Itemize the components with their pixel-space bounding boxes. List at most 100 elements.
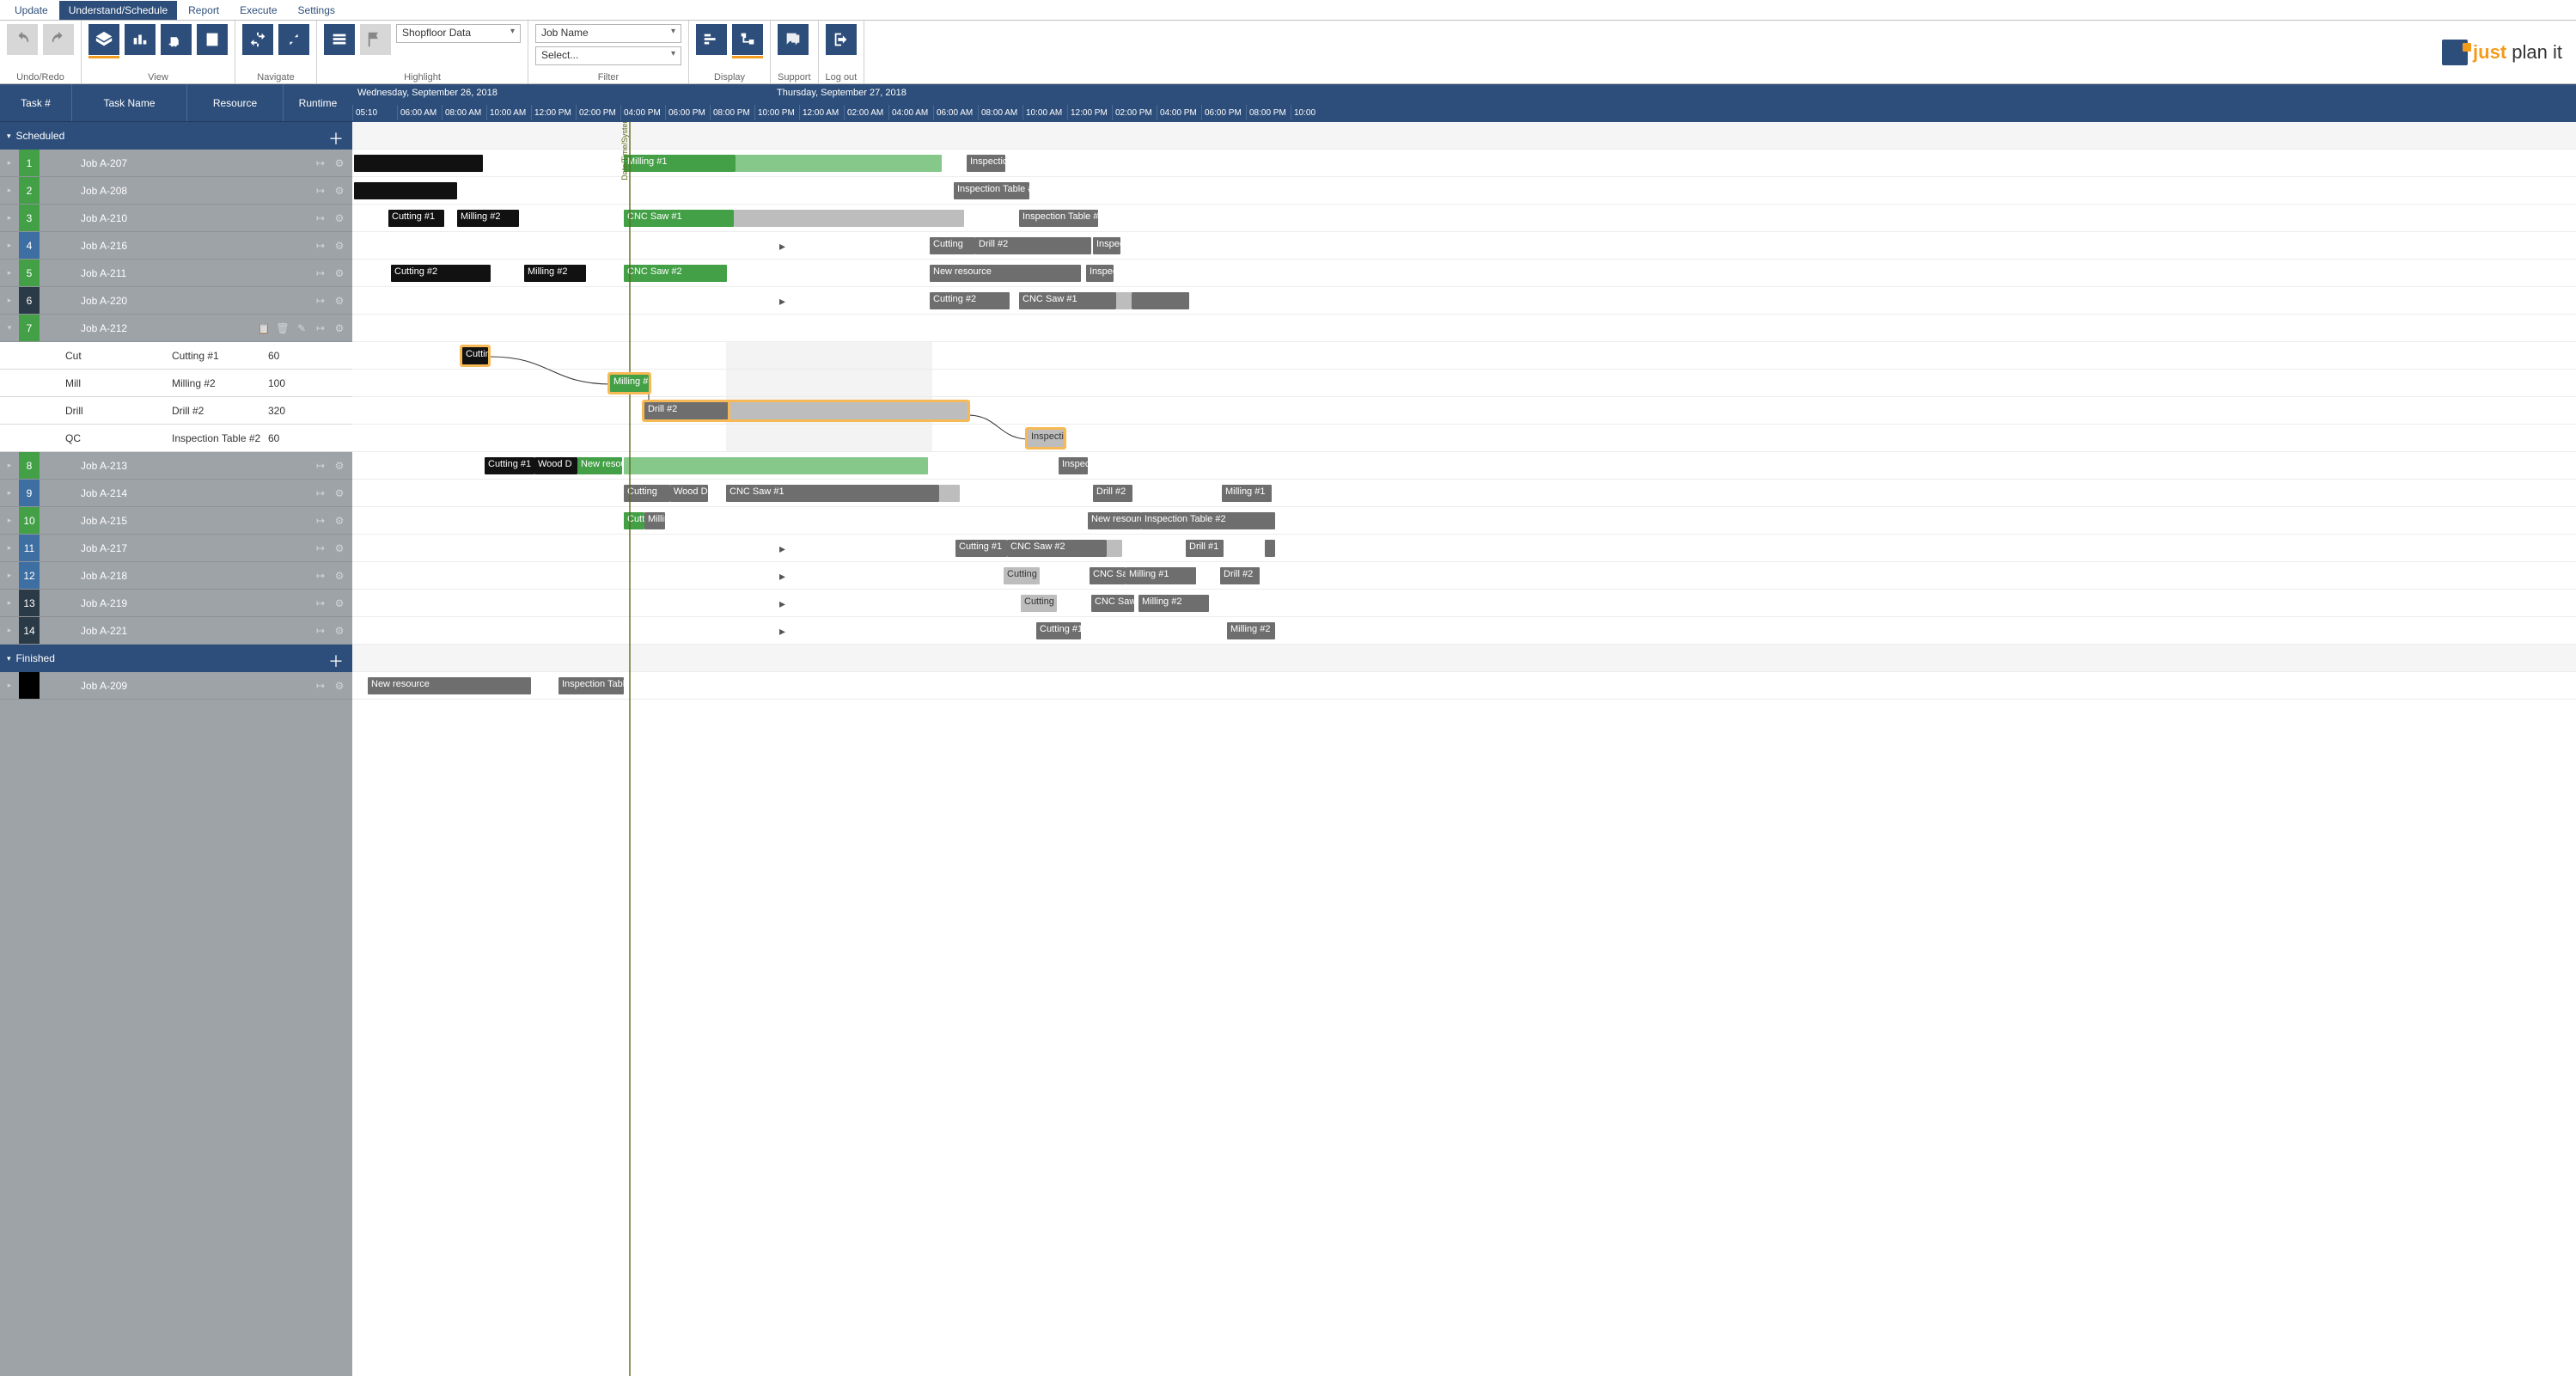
gantt-bar[interactable]: Wood D [534,457,577,474]
gantt-row[interactable]: Inspection Table # [352,177,2576,205]
gantt-bar[interactable]: Milling #2 [1138,595,1209,612]
section-finished[interactable]: ▾Finished＋ [0,645,352,672]
view-resources-button[interactable] [125,24,156,55]
gantt-bar[interactable]: Milling #1 [1222,485,1272,502]
gantt-bar[interactable] [734,210,964,227]
col-header-task-num[interactable]: Task # [0,84,72,121]
expand-toggle[interactable]: ▸ [0,672,19,699]
gantt-row[interactable]: CuttingWoodDrill #2Inspec▸ [352,232,2576,260]
link-icon[interactable]: ↦ [313,266,328,281]
display-gantt-button[interactable] [696,24,727,55]
gantt-bar[interactable]: Inspec [1086,265,1114,282]
highlight-selector[interactable]: Shopfloor Data [396,24,521,43]
view-calendar-button[interactable]: 8 [197,24,228,55]
gantt-bar[interactable]: Drill #2 [1093,485,1132,502]
link-icon[interactable]: ↦ [313,238,328,254]
job-row[interactable]: ▸11Job A-217↦⚙ [0,535,352,562]
gantt-bar[interactable]: Cutting #1 [1036,622,1081,639]
expand-toggle[interactable]: ▸ [0,150,19,176]
gear-icon[interactable]: ⚙ [332,156,347,171]
gear-icon[interactable]: ⚙ [332,293,347,309]
col-header-task-name[interactable]: Task Name [72,84,187,121]
tab-understand-schedule[interactable]: Understand/Schedule [59,1,177,20]
gantt-bar[interactable]: CNC Saw #1 [1019,292,1116,309]
gantt-bar[interactable] [939,485,960,502]
navigate-collapse-button[interactable] [278,24,309,55]
gantt-bar[interactable]: Milling # [610,375,649,392]
gantt-bar[interactable]: Cutting #2 [391,265,491,282]
col-header-resource[interactable]: Resource [187,84,284,121]
link-icon[interactable]: ↦ [313,183,328,199]
gantt-bar[interactable]: Cutting [1004,567,1040,584]
expand-toggle[interactable]: ▸ [0,507,19,534]
gantt-bar[interactable] [736,155,942,172]
gantt-bar[interactable] [624,457,928,474]
gear-icon[interactable]: ⚙ [332,458,347,474]
job-row[interactable]: ▸13Job A-219↦⚙ [0,590,352,617]
add-job-button[interactable]: ＋ [328,127,344,150]
edit-icon[interactable]: ✎ [294,321,309,336]
expand-toggle[interactable]: ▸ [0,480,19,506]
gantt-bar[interactable]: Cutting #1 [485,457,534,474]
task-row[interactable]: 10CutCutting #160 [0,342,352,370]
gear-icon[interactable]: ⚙ [332,183,347,199]
expand-toggle[interactable]: ▸ [0,287,19,314]
gantt-row[interactable]: CuttingCNC SawMilling #2▸ [352,590,2576,617]
link-icon[interactable]: ↦ [313,321,328,336]
task-row[interactable]: 30DrillDrill #2320 [0,397,352,425]
job-row[interactable]: ▸12Job A-218↦⚙ [0,562,352,590]
col-header-runtime[interactable]: Runtime [284,84,352,121]
gantt-row[interactable] [352,645,2576,672]
job-row[interactable]: ▸10Job A-215↦⚙ [0,507,352,535]
link-icon[interactable]: ↦ [313,623,328,639]
gear-icon[interactable]: ⚙ [332,568,347,584]
highlight-flag-button[interactable] [360,24,391,55]
job-row[interactable]: ▸14Job A-221↦⚙ [0,617,352,645]
task-row[interactable]: 40QCInspection Table #260 [0,425,352,452]
gantt-bar[interactable]: Cutting #1 [388,210,444,227]
link-icon[interactable]: ↦ [313,596,328,611]
gantt-bar[interactable]: Inspection [967,155,1005,172]
gantt-row[interactable]: New resourceInspection Table # [352,672,2576,700]
link-icon[interactable]: ↦ [313,513,328,529]
gantt-row[interactable]: Cutting [352,342,2576,370]
gantt-row[interactable]: Inspection [352,425,2576,452]
job-row[interactable]: ▸Job A-209↦⚙ [0,672,352,700]
link-icon[interactable]: ↦ [313,211,328,226]
navigate-fit-button[interactable] [242,24,273,55]
logout-button[interactable] [826,24,857,55]
expand-toggle[interactable]: ▸ [0,232,19,259]
filter-field-select[interactable]: Job Name [535,24,681,43]
gear-icon[interactable]: ⚙ [332,238,347,254]
gantt-row[interactable]: Milling #1Inspection [352,150,2576,177]
gantt-bar[interactable] [1107,540,1122,557]
expand-toggle[interactable]: ▸ [0,590,19,616]
link-icon[interactable]: ↦ [313,458,328,474]
gantt-row[interactable]: Cutting #1Wood DNew resourcInspec [352,452,2576,480]
undo-button[interactable] [7,24,38,55]
link-icon[interactable]: ↦ [313,156,328,171]
gantt-bar[interactable]: Drill #2 [644,402,730,419]
gear-icon[interactable]: ⚙ [332,678,347,694]
gear-icon[interactable]: ⚙ [332,266,347,281]
gear-icon[interactable]: ⚙ [332,513,347,529]
gantt-bar[interactable]: Cutting #2 [930,292,1010,309]
highlight-list-button[interactable] [324,24,355,55]
gantt-row[interactable]: Drill #2 [352,397,2576,425]
gantt-bar[interactable]: Milling #2 [457,210,519,227]
gantt-bar[interactable]: Inspection Table # [954,182,1029,199]
redo-button[interactable] [43,24,74,55]
job-row[interactable]: ▸8Job A-213↦⚙ [0,452,352,480]
tab-report[interactable]: Report [179,1,229,20]
gantt-row[interactable]: Cutting #1Milling #2CNC Saw #1Inspection… [352,205,2576,232]
link-icon[interactable]: ↦ [313,678,328,694]
gantt-bar[interactable]: Drill #1 [1186,540,1224,557]
gantt-row[interactable] [352,122,2576,150]
clipboard-icon[interactable]: 📋 [256,321,272,336]
gantt-bar[interactable]: CNC Saw #2 [624,265,727,282]
view-forklift-button[interactable] [161,24,192,55]
gantt-bar[interactable]: New resourc [577,457,622,474]
gantt-bar[interactable] [1265,540,1275,557]
job-row[interactable]: ▸3Job A-210↦⚙ [0,205,352,232]
expand-toggle[interactable]: ▸ [0,452,19,479]
